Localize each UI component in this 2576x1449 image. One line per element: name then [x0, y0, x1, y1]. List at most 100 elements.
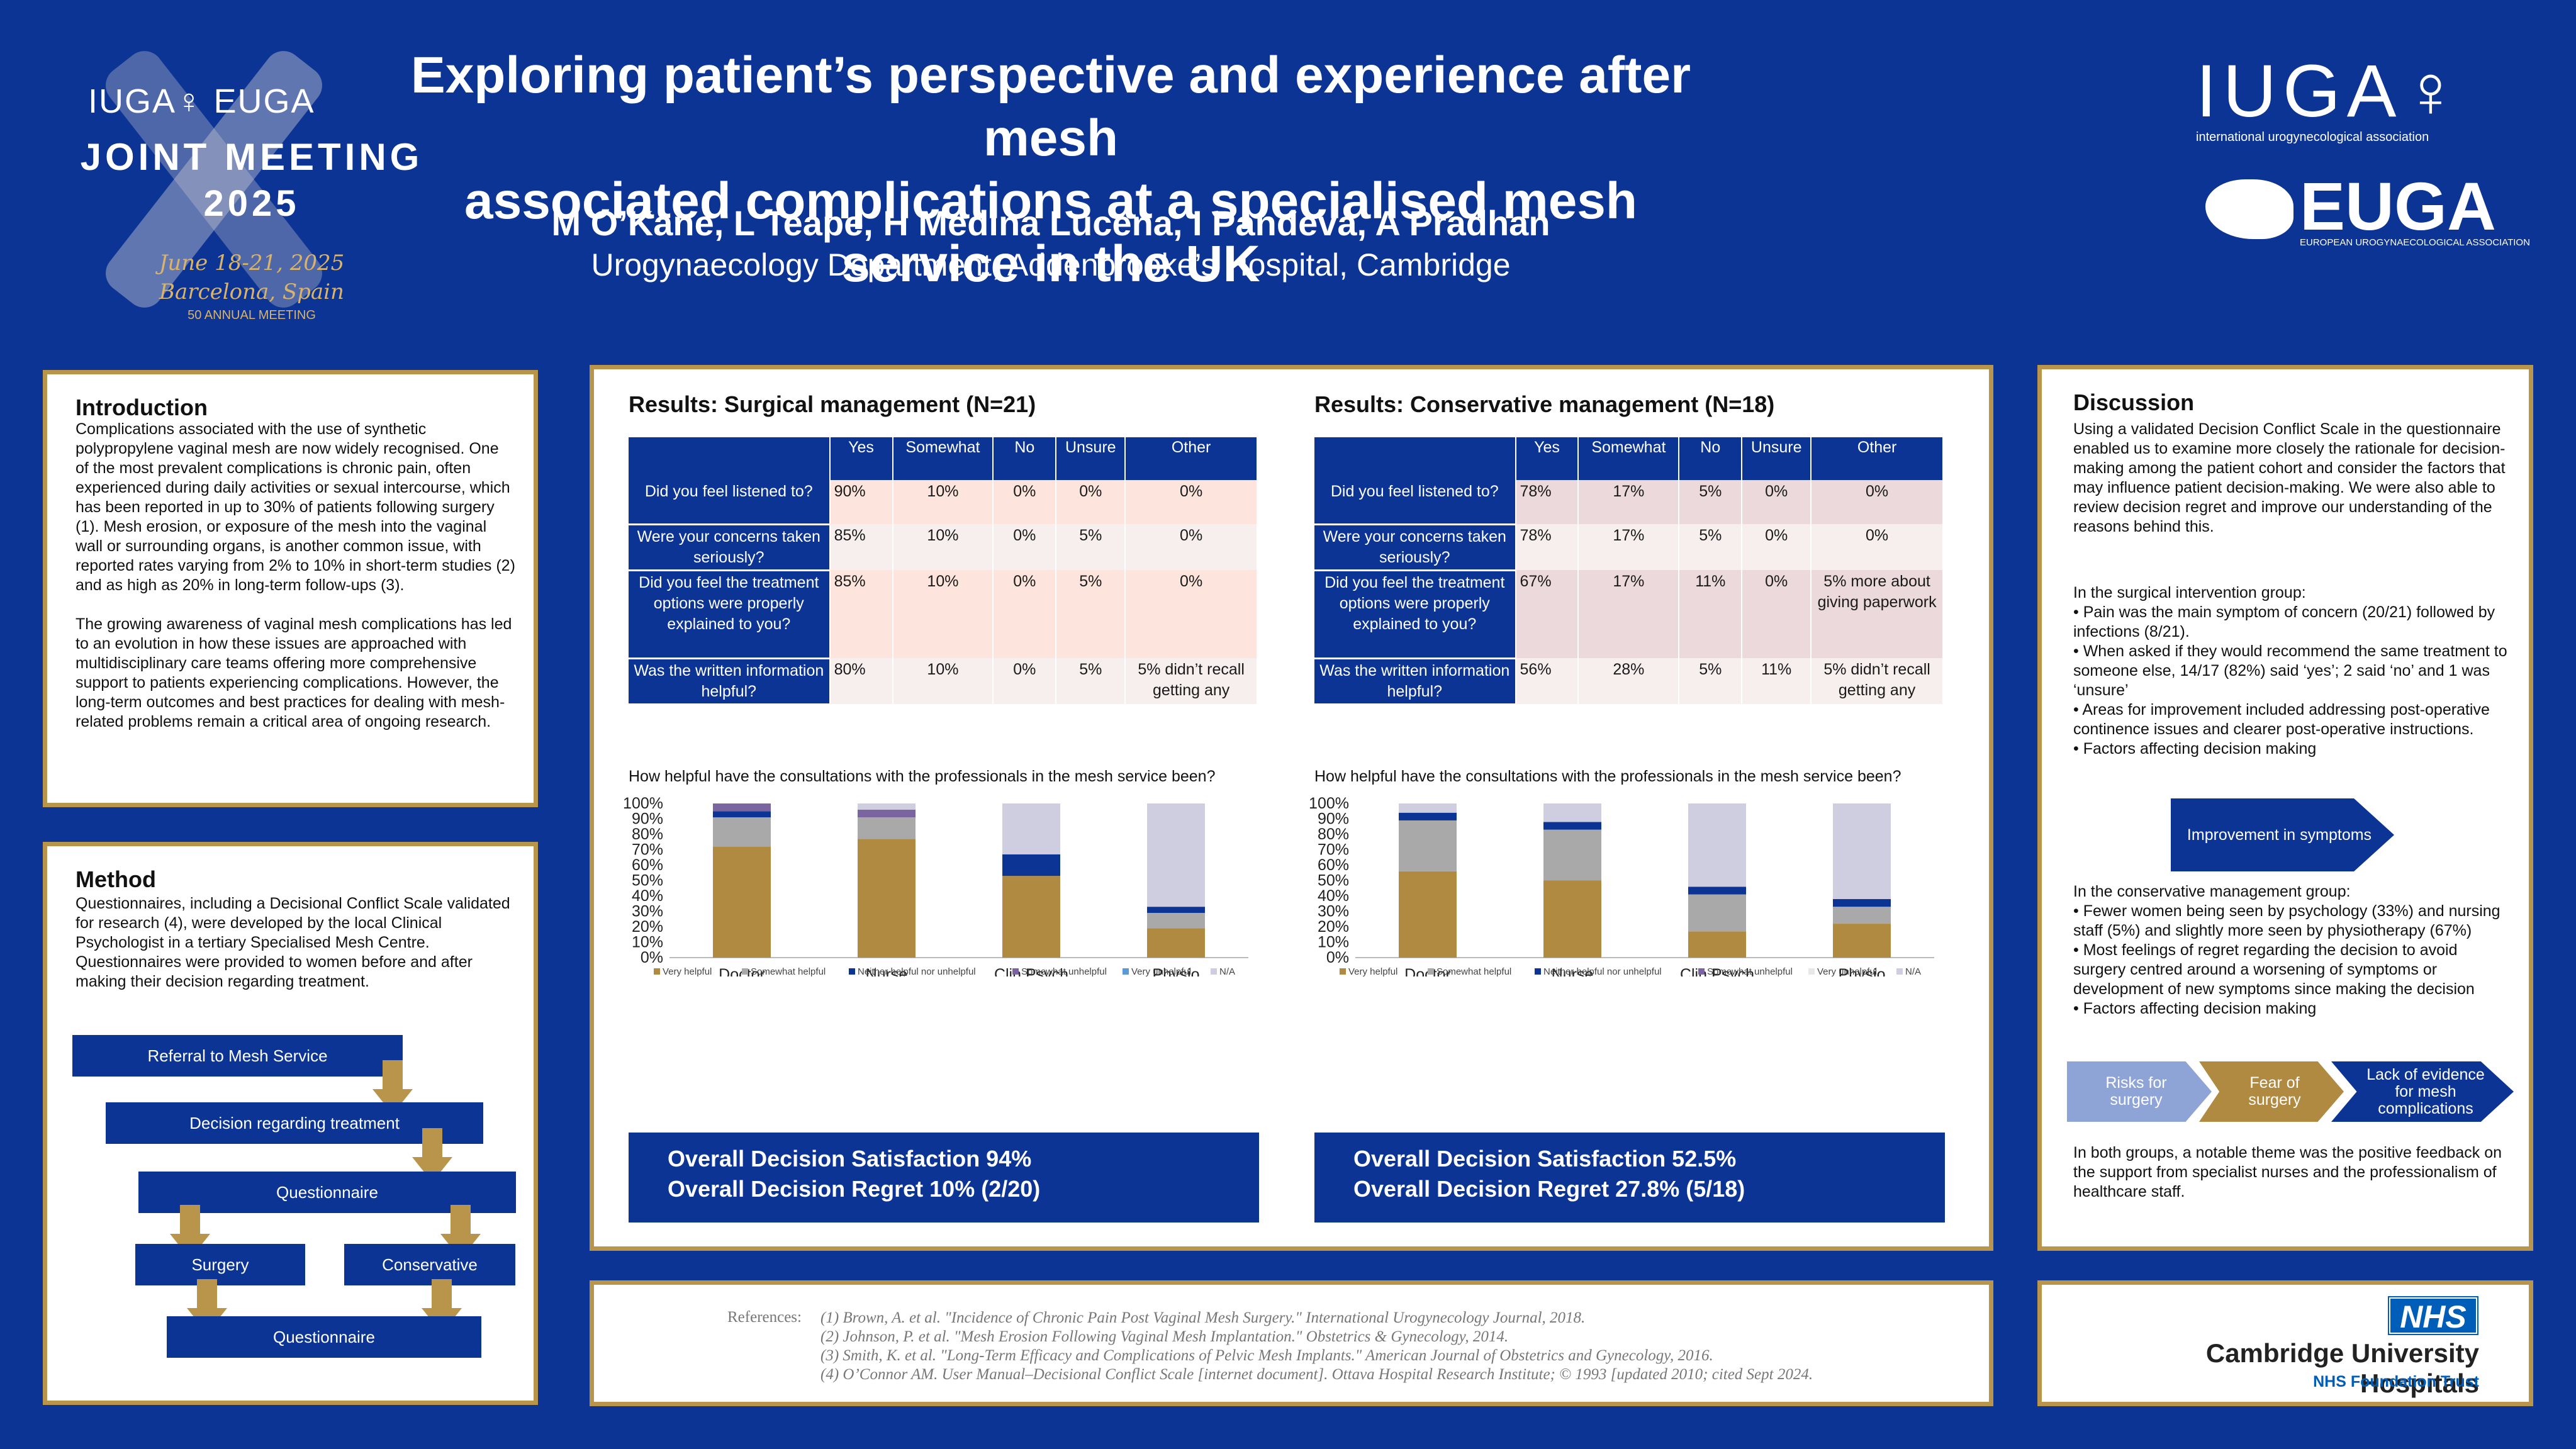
- introduction-title: Introduction: [76, 394, 208, 420]
- introduction-panel: Introduction Complications associated wi…: [43, 370, 538, 807]
- table-cell: 0%: [993, 524, 1057, 570]
- hospital-name: Cambridge University Hospitals: [2205, 1338, 2479, 1398]
- flow-questionnaire-1: Questionnaire: [138, 1172, 516, 1213]
- discussion-conclusion: In both groups, a notable theme was the …: [2073, 1144, 2502, 1200]
- surgical-satisfaction: Overall Decision Satisfaction 94%: [668, 1146, 1032, 1172]
- meeting-brand: IUGA♀ EUGA: [88, 82, 315, 120]
- flow-surgery: Surgery: [135, 1244, 305, 1285]
- legend-swatch: [1896, 968, 1903, 975]
- discussion-intro: Using a validated Decision Conflict Scal…: [2073, 420, 2506, 535]
- bar-segment: [1002, 876, 1060, 958]
- bar-segment: [1688, 931, 1746, 958]
- reference-item: (4) O’Connor AM. User Manual–Decisional …: [820, 1366, 1813, 1383]
- nhs-logo-panel: NHS Cambridge University Hospitals NHS F…: [2037, 1280, 2533, 1406]
- y-tick-label: 30%: [1318, 903, 1349, 920]
- table-column-header: No: [1679, 437, 1743, 480]
- y-tick-label: 70%: [632, 841, 663, 859]
- discussion-panel: Discussion Using a validated Decision Co…: [2037, 365, 2533, 1251]
- y-tick-label: 30%: [632, 903, 663, 920]
- meeting-anniversary: 50 ANNUAL MEETING: [188, 308, 316, 322]
- legend-swatch: [1012, 968, 1019, 975]
- table-cell: 0%: [1742, 524, 1812, 570]
- meeting-year: 2025: [203, 183, 300, 224]
- conservative-group-heading: In the conservative management group:: [2073, 883, 2351, 900]
- table-row: Did you feel listened to? 78% 17% 5% 0% 0%: [1314, 480, 1944, 525]
- table-row: Did you feel the treatment options were …: [1314, 570, 1944, 659]
- table-row: Did you feel the treatment options were …: [629, 570, 1258, 659]
- discussion-surgical: In the surgical intervention group: • Pa…: [2073, 583, 2514, 759]
- y-tick-label: 90%: [632, 810, 663, 828]
- bar-segment: [1543, 822, 1601, 830]
- table-cell: 17%: [1578, 524, 1680, 570]
- bar-segment: [1399, 803, 1457, 813]
- chevron-factor: Risks for surgery: [2067, 1061, 2212, 1122]
- euga-logo-sub: EUROPEAN UROGYNAECOLOGICAL ASSOCIATION: [2300, 237, 2530, 248]
- x-tick-label: Physio: [1152, 966, 1199, 976]
- y-tick-label: 100%: [1309, 797, 1349, 812]
- y-tick-label: 80%: [632, 825, 663, 843]
- table-cell: 0%: [993, 480, 1057, 524]
- table-cell: 0%: [1811, 480, 1944, 524]
- flow-decision: Decision regarding treatment: [106, 1102, 483, 1144]
- legend-swatch: [1698, 968, 1705, 975]
- legend-label: Somewhat helpful: [751, 966, 826, 976]
- bar-segment: [1002, 854, 1060, 876]
- conservative-summary: Overall Decision Satisfaction 52.5% Over…: [1314, 1133, 1945, 1222]
- table-cell: 5%: [1679, 524, 1743, 570]
- bar-segment: [1688, 887, 1746, 895]
- table-cell: 0%: [993, 570, 1057, 658]
- discussion-title: Discussion: [2073, 389, 2195, 415]
- bar-segment: [1833, 907, 1891, 924]
- legend-label: Somewhat unhelpful: [1021, 966, 1107, 976]
- table-column-header: Unsure: [1056, 437, 1126, 480]
- surgical-results-title: Results: Surgical management (N=21): [629, 391, 1036, 417]
- table-row-question: Did you feel the treatment options were …: [629, 570, 831, 659]
- y-tick-label: 70%: [1318, 841, 1349, 859]
- table-cell: 5% more about giving paperwork: [1811, 570, 1944, 658]
- surgical-results-table: Yes Somewhat No Unsure Other Did you feel lis…: [629, 437, 1258, 705]
- table-cell: 0%: [1742, 570, 1812, 658]
- bar-segment: [1543, 880, 1601, 958]
- surgical-group-heading: In the surgical intervention group:: [2073, 584, 2306, 601]
- table-column-header: Somewhat: [892, 437, 994, 480]
- legend-label: Neither helpful nor unhelpful: [858, 966, 976, 976]
- table-row-question: Was the written information helpful?: [1314, 658, 1516, 705]
- results-panel: Results: Surgical management (N=21) Resu…: [590, 365, 1993, 1251]
- bar-segment: [1543, 829, 1601, 881]
- table-corner: [1314, 437, 1516, 480]
- table-row-question: Were your concerns taken seriously?: [1314, 524, 1516, 571]
- bar-segment: [1399, 871, 1457, 958]
- y-tick-label: 0%: [641, 949, 663, 966]
- y-tick-label: 90%: [1318, 810, 1349, 828]
- bullet-point: • Factors affecting decision making: [2073, 740, 2317, 758]
- table-cell: 28%: [1578, 658, 1680, 704]
- references-panel: References: (1) Brown, A. et al. "Incide…: [590, 1280, 1993, 1406]
- legend-label: Very helpful: [663, 966, 712, 976]
- y-tick-label: 20%: [632, 918, 663, 936]
- y-tick-label: 80%: [1318, 825, 1349, 843]
- chevron-improvement: Improvement in symptoms: [2171, 798, 2394, 871]
- table-row-question: Was the written information helpful?: [629, 658, 831, 705]
- bar-segment: [1543, 803, 1601, 822]
- bar-segment: [1688, 894, 1746, 932]
- table-cell: 5%: [1056, 658, 1126, 704]
- table-cell: 85%: [829, 524, 893, 570]
- bar-segment: [858, 803, 916, 810]
- legend-label: Somewhat helpful: [1436, 966, 1511, 976]
- table-row-question: Did you feel the treatment options were …: [1314, 570, 1516, 659]
- table-column-header: Yes: [1515, 437, 1579, 480]
- table-cell: 0%: [993, 658, 1057, 704]
- chevron-factor: Lack of evidence for mesh complications: [2331, 1061, 2514, 1122]
- table-cell: 10%: [892, 570, 994, 658]
- table-cell: 78%: [1515, 480, 1579, 524]
- table-row: Were your concerns taken seriously? 85% 10…: [629, 524, 1258, 571]
- introduction-paragraph: The growing awareness of vaginal mesh co…: [76, 615, 512, 730]
- table-cell: 5% didn’t recall getting any: [1811, 658, 1944, 704]
- introduction-paragraph: Complications associated with the use of…: [76, 420, 515, 594]
- conservative-regret: Overall Decision Regret 27.8% (5/18): [1353, 1176, 1745, 1202]
- legend-swatch: [742, 968, 748, 975]
- bullet-point: • When asked if they would recommend the…: [2073, 642, 2507, 699]
- table-column-header: Yes: [829, 437, 893, 480]
- flow-conservative: Conservative: [344, 1244, 515, 1285]
- bar-segment: [713, 803, 771, 812]
